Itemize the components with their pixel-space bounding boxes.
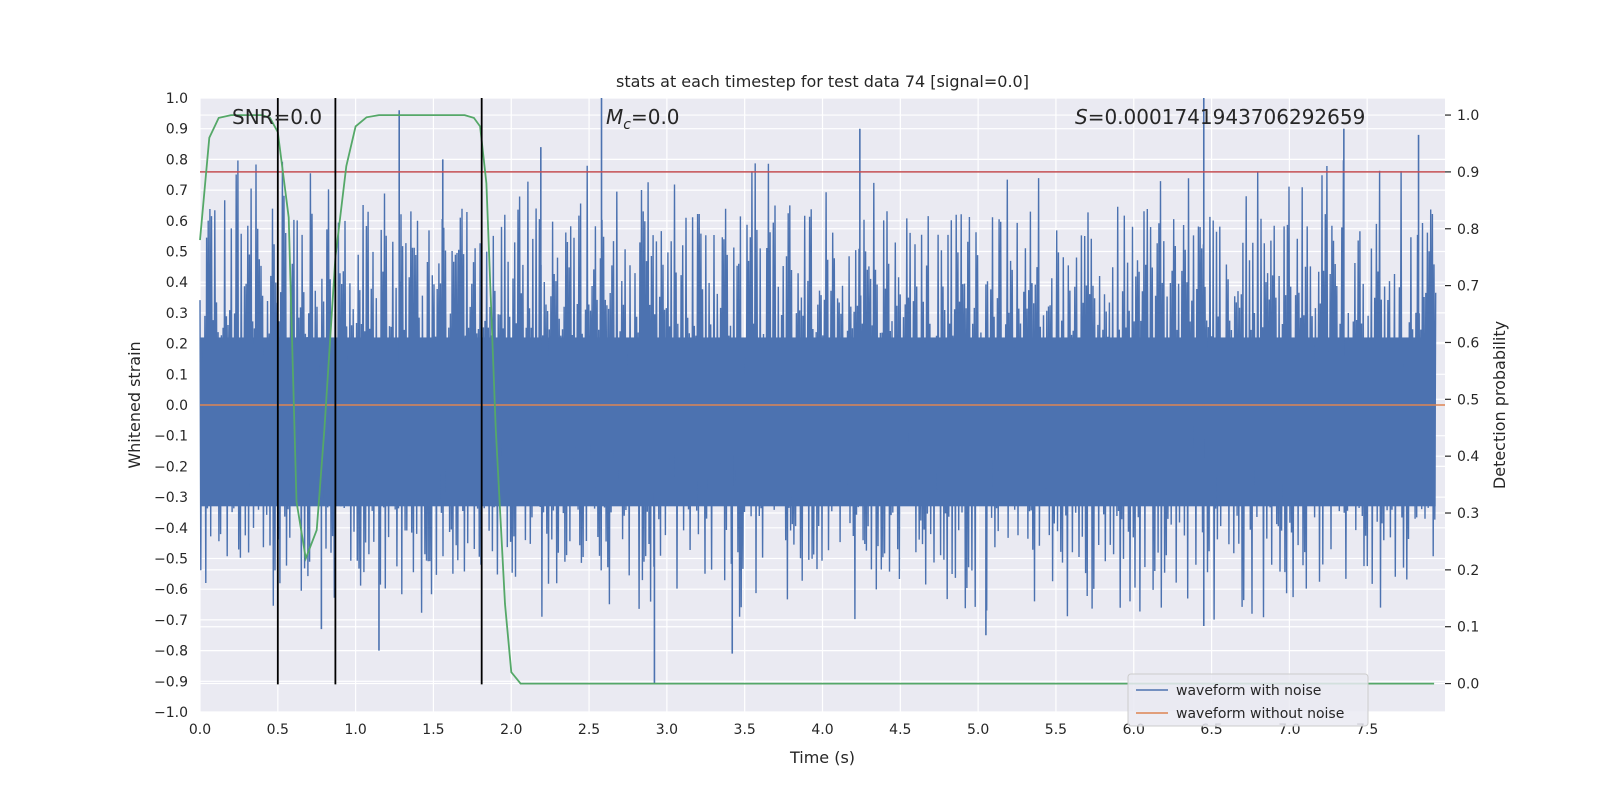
legend-label-waveform-with-noise: waveform with noise — [1176, 683, 1321, 699]
axis-ticks: 0.0 0.5 1.0 1.5 2.0 2.5 3.0 3.5 4.0 4.5 5.0 5.5 6.0 6… — [154, 91, 1479, 738]
y2-tick-label: 0.4 — [1457, 449, 1479, 465]
y-tick-label: 0.7 — [166, 183, 188, 199]
y-tick-label: 0.0 — [166, 398, 188, 414]
legend: waveform with noise waveform without noi… — [1127, 673, 1369, 727]
x-tick-label: 5.0 — [967, 722, 989, 738]
y-tick-label: 0.1 — [166, 367, 188, 383]
x-axis-label: Time (s) — [789, 748, 855, 767]
mc-value: =0.0 — [631, 105, 680, 129]
legend-box — [1127, 673, 1369, 727]
y2-tick-label: 0.8 — [1457, 222, 1479, 238]
y2-axis-label: Detection probability — [1490, 321, 1509, 489]
y2-tick-label: 0.5 — [1457, 392, 1479, 408]
line-series — [199, 98, 1445, 685]
y-tick-label: 0.5 — [166, 245, 188, 261]
chart-title: stats at each timestep for test data 74 … — [616, 72, 1029, 91]
y2-tick-label: 0.0 — [1457, 677, 1479, 693]
s-symbol: S — [1075, 105, 1088, 129]
s-annotation: S=0.0001741943706292659 — [1075, 105, 1365, 129]
mc-annotation: Mc=0.0 — [606, 105, 680, 133]
x-tick-label: 3.0 — [656, 722, 678, 738]
y2-tick-label: 0.1 — [1457, 620, 1479, 636]
x-tick-label: 4.0 — [811, 722, 833, 738]
mc-subscript: c — [623, 117, 631, 133]
y-tick-label: −0.5 — [154, 552, 188, 568]
x-tick-label: 1.0 — [344, 722, 366, 738]
y-tick-label: 0.8 — [166, 152, 188, 168]
y2-tick-label: 0.9 — [1457, 165, 1479, 181]
snr-annotation: SNR=0.0 — [232, 105, 322, 129]
s-value: =0.0001741943706292659 — [1088, 105, 1366, 129]
y2-tick-label: 1.0 — [1457, 108, 1479, 124]
y-tick-label: 0.6 — [166, 214, 188, 230]
legend-label-waveform-without-noise: waveform without noise — [1176, 706, 1344, 722]
y-tick-label: −0.8 — [154, 644, 188, 660]
y-tick-label: 0.4 — [166, 275, 188, 291]
y-tick-label: 1.0 — [166, 91, 188, 107]
y-tick-label: −0.4 — [154, 521, 188, 537]
x-tick-label: 3.5 — [734, 722, 756, 738]
noise-series-waveform-with-noise — [199, 98, 1437, 685]
y-tick-label: −0.6 — [154, 582, 188, 598]
y2-tick-label: 0.2 — [1457, 563, 1479, 579]
y-tick-label: −0.2 — [154, 459, 188, 475]
y-tick-label: 0.2 — [166, 337, 188, 353]
x-tick-label: 1.5 — [422, 722, 444, 738]
y-tick-label: −0.1 — [154, 429, 188, 445]
y-tick-label: 0.9 — [166, 122, 188, 138]
y-tick-label: −0.3 — [154, 490, 188, 506]
y-tick-label: −1.0 — [154, 705, 188, 721]
y-tick-label: −0.7 — [154, 613, 188, 629]
detection-probability-line — [199, 114, 1435, 685]
y-tick-label: 0.3 — [166, 306, 188, 322]
y-tick-label: −0.9 — [154, 674, 188, 690]
x-tick-label: 2.5 — [578, 722, 600, 738]
x-tick-label: 0.5 — [267, 722, 289, 738]
mc-symbol: M — [606, 105, 623, 129]
x-tick-label: 2.0 — [500, 722, 522, 738]
x-tick-label: 4.5 — [889, 722, 911, 738]
x-tick-label: 5.5 — [1045, 722, 1067, 738]
y2-tick-label: 0.3 — [1457, 506, 1479, 522]
y2-tick-label: 0.7 — [1457, 279, 1479, 295]
y-axis-label: Whitened strain — [125, 341, 144, 468]
x-tick-label: 0.0 — [189, 722, 211, 738]
noise-waveform-line — [199, 160, 1437, 620]
y2-tick-label: 0.6 — [1457, 335, 1479, 351]
